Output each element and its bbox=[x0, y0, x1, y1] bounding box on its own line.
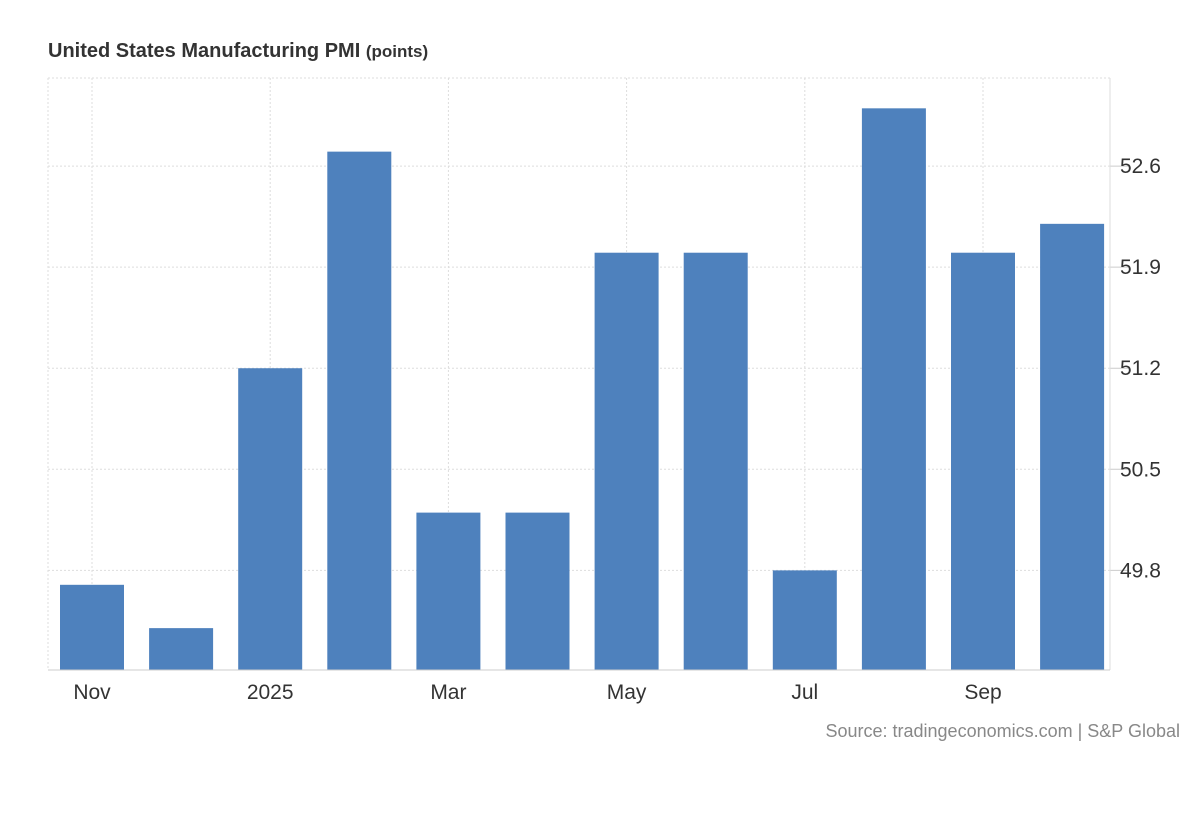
x-tick-label: Mar bbox=[430, 681, 466, 704]
x-tick-label: 2025 bbox=[247, 681, 294, 704]
title-unit: (points) bbox=[365, 42, 429, 61]
x-tick-label: Nov bbox=[73, 681, 111, 704]
y-tick-label: 51.2 bbox=[1120, 357, 1161, 380]
bar-jun-2025 bbox=[683, 252, 748, 670]
bar-apr-2025 bbox=[505, 512, 570, 670]
x-tick-label: Jul bbox=[791, 681, 818, 704]
bar-nov-2024 bbox=[60, 584, 124, 670]
bar-dec-2024 bbox=[149, 628, 214, 670]
bar-sep-2025 bbox=[951, 252, 1015, 670]
title-text: United States Manufacturing PMI bbox=[48, 40, 361, 62]
bar-may-2025 bbox=[594, 252, 659, 670]
bar-jul-2025 bbox=[772, 570, 837, 670]
y-tick-label: 52.6 bbox=[1120, 155, 1161, 178]
bar-mar-2025 bbox=[416, 512, 481, 670]
source-credit: Source: tradingeconomics.com | S&P Globa… bbox=[825, 721, 1180, 741]
y-tick-label: 50.5 bbox=[1120, 458, 1161, 481]
bar-jan-2025 bbox=[238, 368, 303, 670]
x-tick-label: Sep bbox=[964, 681, 1001, 704]
bar-feb-2025 bbox=[327, 151, 392, 670]
y-tick-label: 49.8 bbox=[1120, 559, 1161, 582]
bar-oct-2025 bbox=[1040, 223, 1105, 670]
y-tick-label: 51.9 bbox=[1120, 256, 1161, 279]
x-tick-label: May bbox=[607, 681, 647, 704]
chart-title: United States Manufacturing PMI (points) bbox=[48, 40, 428, 63]
bar-aug-2025 bbox=[861, 108, 926, 670]
